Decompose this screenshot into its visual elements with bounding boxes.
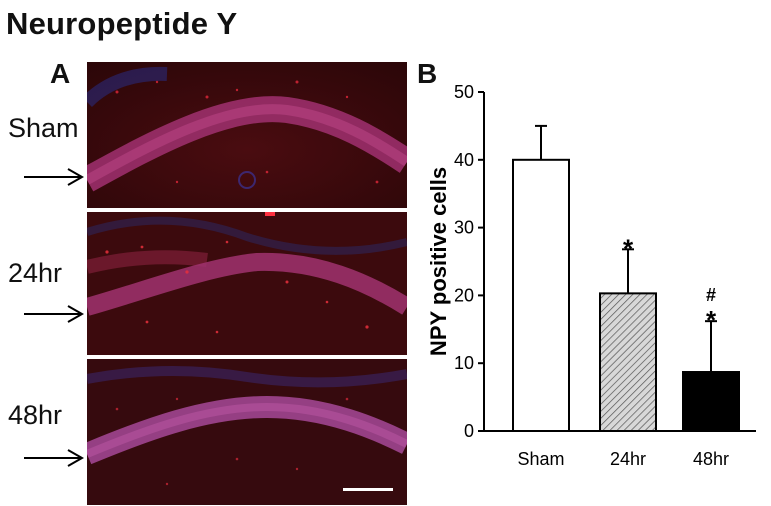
arrow-right-icon <box>24 305 85 323</box>
y-tick-label: 40 <box>454 150 474 170</box>
significance-marker: # <box>706 285 716 305</box>
scale-bar <box>343 488 393 491</box>
row-label-sham: Sham <box>8 113 79 143</box>
arrow-right-icon <box>24 449 85 467</box>
panel-b-letter: B <box>417 58 438 89</box>
panel-a-letter: A <box>50 58 71 89</box>
row-label-24hr: 24hr <box>8 258 63 288</box>
significance-marker: * <box>623 233 634 263</box>
micrograph-48hr-image <box>87 359 407 505</box>
y-tick-label: 50 <box>454 82 474 102</box>
row-label-48hr: 48hr <box>8 400 63 430</box>
micrograph-sham-image <box>87 62 407 208</box>
x-tick-label: 24hr <box>610 449 646 469</box>
y-tick-label: 30 <box>454 218 474 238</box>
bar-24hr <box>599 292 657 432</box>
micrograph-48hr <box>87 359 407 505</box>
figure-title: Neuropeptide Y <box>6 6 238 41</box>
significance-marker: * <box>706 305 717 335</box>
y-axis-label: NPY positive cells <box>426 167 451 356</box>
y-tick-label: 20 <box>454 285 474 305</box>
arrow-right-icon <box>24 168 85 186</box>
bar-48hr <box>682 371 740 433</box>
bar-chart: 0 10 20 30 40 50 NPY positive cells Sham 24hr 48h… <box>426 82 756 469</box>
y-tick-label: 10 <box>454 353 474 373</box>
micrograph-24hr-image <box>87 212 407 355</box>
bar-sham <box>512 158 570 433</box>
micrograph-24hr <box>87 212 407 355</box>
y-tick-label: 0 <box>464 421 474 441</box>
x-tick-label: 48hr <box>693 449 729 469</box>
micrograph-sham <box>87 62 407 208</box>
x-tick-label: Sham <box>517 449 564 469</box>
